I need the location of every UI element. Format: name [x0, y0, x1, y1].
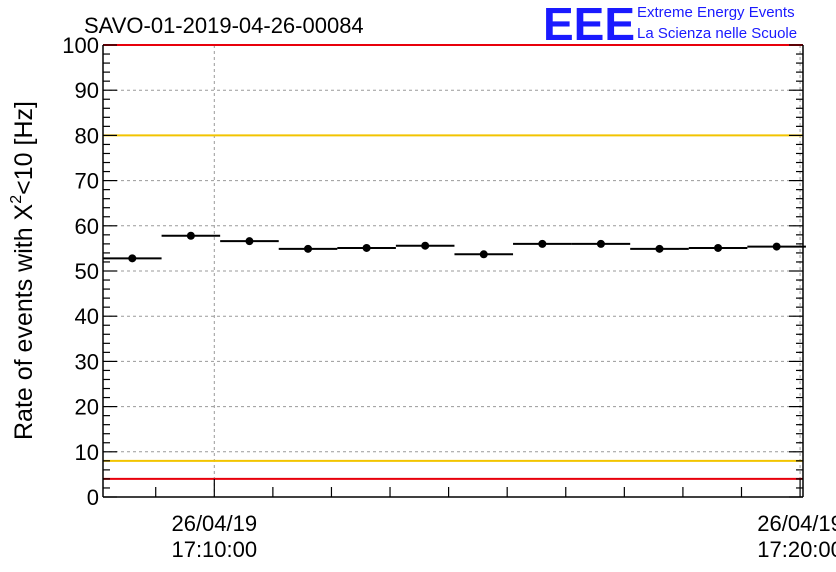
data-point	[186, 231, 195, 240]
data-point	[245, 237, 254, 246]
y-tick-label: 70	[75, 169, 99, 194]
axes	[102, 44, 804, 498]
y-tick-label: 40	[75, 304, 99, 329]
data-point	[128, 254, 137, 263]
data-point	[655, 244, 664, 253]
y-tick-label: 100	[62, 33, 99, 58]
y-axis-title-superscript: 2	[8, 195, 25, 204]
reference-lines	[103, 44, 803, 480]
data-series	[103, 231, 806, 263]
y-tick-label: 0	[87, 485, 99, 510]
x-tick-time-label: 17:20:00	[757, 537, 836, 562]
data-point	[538, 239, 547, 248]
data-point	[362, 243, 371, 252]
grid	[103, 45, 803, 497]
data-point	[421, 241, 430, 250]
data-point	[714, 243, 723, 252]
y-tick-label: 10	[75, 440, 99, 465]
data-point	[479, 250, 488, 259]
y-tick-label: 80	[75, 123, 99, 148]
y-tick-label: 50	[75, 259, 99, 284]
y-tick-label: 20	[75, 395, 99, 420]
y-axis-title-suffix: <10 [Hz]	[10, 101, 38, 195]
data-point	[304, 244, 313, 253]
x-tick-date-label: 26/04/19	[757, 511, 836, 536]
logo-line-1: Extreme Energy Events	[637, 4, 795, 21]
chart-title: SAVO-01-2019-04-26-00084	[84, 13, 364, 38]
data-point	[596, 239, 605, 248]
x-tick-date-label: 26/04/19	[171, 511, 257, 536]
logo-mark: EEE	[543, 0, 635, 50]
data-point	[772, 242, 781, 251]
y-tick-label: 30	[75, 349, 99, 374]
eee-logo: EEE Extreme Energy Events La Scienza nel…	[543, 0, 797, 50]
logo-line-2: La Scienza nelle Scuole	[637, 25, 797, 42]
y-tick-label: 60	[75, 214, 99, 239]
tick-labels: 010203040506070809010026/04/1917:10:0026…	[62, 33, 836, 562]
x-tick-time-label: 17:10:00	[171, 537, 257, 562]
y-tick-label: 90	[75, 78, 99, 103]
y-axis-title: Rate of events with X2<10 [Hz]	[8, 101, 38, 440]
y-axis-title-prefix: Rate of events with X	[10, 203, 38, 440]
